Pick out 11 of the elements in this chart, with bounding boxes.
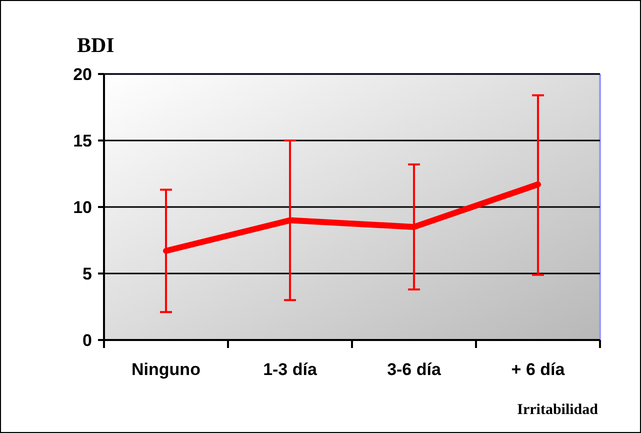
x-tick-label: Ninguno xyxy=(132,360,200,379)
x-axis-title: Irritabilidad xyxy=(517,402,599,418)
y-tick-label: 15 xyxy=(73,131,92,150)
y-tick-label: 5 xyxy=(82,264,92,284)
x-tick-label: 3-6 día xyxy=(387,360,442,379)
y-tick-label: 0 xyxy=(82,330,92,350)
y-tick-label: 10 xyxy=(73,198,92,217)
x-tick-label: + 6 día xyxy=(511,360,566,379)
y-axis-title: BDI xyxy=(77,33,114,57)
x-tick-label: 1-3 día xyxy=(263,360,318,379)
y-tick-label: 20 xyxy=(73,64,92,84)
